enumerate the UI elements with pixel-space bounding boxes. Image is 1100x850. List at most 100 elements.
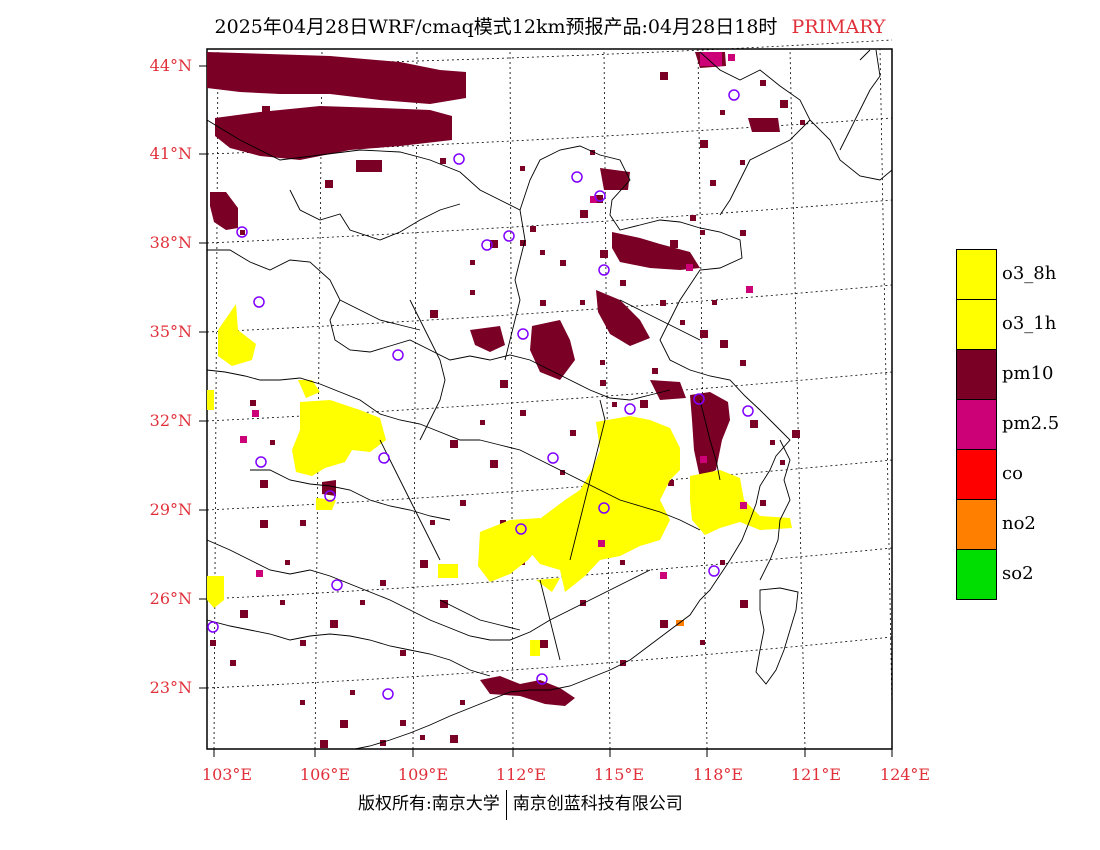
lat-label: 26°N — [149, 589, 192, 608]
lon-label: 124°E — [879, 765, 931, 784]
legend-item: o3_8h — [956, 249, 1096, 300]
pm10-cell — [280, 600, 285, 605]
legend-label: co — [1002, 463, 1023, 484]
legend-label: o3_8h — [1002, 263, 1057, 284]
o3-area — [207, 390, 214, 410]
pm10-cell — [435, 96, 441, 102]
boundary-line — [569, 399, 606, 561]
pm10-cell — [800, 120, 805, 125]
pm10-cell — [560, 470, 565, 475]
legend-swatch — [956, 299, 997, 350]
pm10-area — [210, 192, 238, 230]
pm10-cell — [595, 195, 603, 203]
pm10-cell — [620, 280, 626, 286]
legend-swatch — [956, 399, 997, 450]
pm10-area — [356, 160, 382, 172]
pollutant-legend: o3_8h o3_1h pm10 pm2.5 co no2 so2 — [956, 249, 1096, 600]
pm10-cell — [560, 340, 568, 348]
pm10-cell — [670, 240, 678, 248]
pm10-cell — [262, 106, 270, 114]
pm10-cell — [300, 700, 305, 705]
pm10-cell — [240, 610, 248, 618]
o3-area — [207, 576, 224, 608]
boundary-line — [755, 587, 799, 685]
lon-label: 112°E — [495, 765, 547, 784]
pm10-cell — [712, 300, 717, 305]
station-marker — [536, 673, 548, 685]
pm25-cell — [686, 264, 693, 271]
pm10-cell — [340, 720, 348, 728]
boundary-line — [206, 119, 521, 211]
station-marker — [236, 226, 248, 238]
boundary-line — [439, 599, 521, 631]
pm10-cell — [240, 230, 245, 235]
o3-area — [536, 578, 560, 592]
pm10-cell — [325, 180, 333, 188]
footer-separator — [505, 789, 507, 820]
axis-ticks — [199, 65, 893, 757]
station-marker — [547, 452, 559, 464]
pm10-area — [612, 232, 700, 270]
pm10-layer — [207, 52, 805, 748]
legend-item: so2 — [956, 549, 1096, 600]
pm10-cell — [560, 260, 566, 266]
boundary-line — [809, 119, 893, 181]
map-frame — [206, 48, 893, 750]
station-marker — [598, 502, 610, 514]
pm10-area — [600, 168, 630, 190]
pm10-cell — [440, 158, 446, 164]
boundary-line — [759, 439, 791, 581]
lon-label: 118°E — [692, 765, 744, 784]
pm10-cell — [740, 600, 748, 608]
pm10-cell — [500, 380, 508, 388]
station-marker — [255, 456, 267, 468]
boundary-line — [207, 249, 471, 361]
boundary-line — [504, 209, 526, 361]
legend-item: pm2.5 — [956, 399, 1096, 450]
boundary-line — [354, 219, 791, 750]
pm10-cell — [792, 430, 800, 438]
pm10-cell — [760, 80, 766, 86]
pm10-cell — [285, 560, 290, 565]
pm10-cell — [652, 368, 658, 374]
boundary-line — [289, 189, 461, 241]
pm10-cell — [400, 650, 406, 656]
lon-label: 115°E — [593, 765, 645, 784]
station-marker — [207, 621, 219, 633]
station-marker — [598, 264, 610, 276]
pm10-cell — [750, 420, 758, 428]
o3-area — [438, 564, 458, 578]
pm10-area — [207, 52, 466, 104]
pm10-cell — [520, 166, 525, 171]
pm10-cell — [450, 735, 458, 743]
pm10-cell — [780, 100, 788, 108]
pm10-cell — [700, 640, 705, 645]
legend-label: pm10 — [1002, 363, 1054, 384]
pm10-cell — [590, 150, 595, 155]
pm10-cell — [380, 580, 386, 586]
pm10-cell — [460, 700, 465, 705]
legend-swatch — [956, 499, 997, 550]
map-title-text: 2025年04月28日WRF/cmaq模式12km预报产品:04月28日18时 — [214, 16, 778, 38]
pm10-area — [596, 290, 650, 346]
pm10-cell — [250, 400, 256, 406]
legend-swatch — [956, 249, 997, 300]
pm10-cell — [660, 72, 668, 80]
o3-area — [218, 304, 256, 366]
pm10-cell — [720, 340, 728, 348]
pm10-cell — [710, 180, 716, 186]
station-marker — [503, 230, 515, 242]
pm10-cell — [430, 520, 435, 525]
pm10-cell — [230, 660, 236, 666]
legend-item: co — [956, 449, 1096, 500]
pm10-cell — [580, 300, 585, 305]
lon-label: 106°E — [299, 765, 351, 784]
pm10-cell — [400, 720, 406, 726]
station-marker — [594, 190, 606, 202]
pm10-cell — [760, 500, 766, 506]
monitoring-stations — [207, 89, 754, 700]
boundary-line — [469, 354, 671, 401]
station-marker — [253, 296, 265, 308]
lat-label: 23°N — [149, 678, 192, 697]
